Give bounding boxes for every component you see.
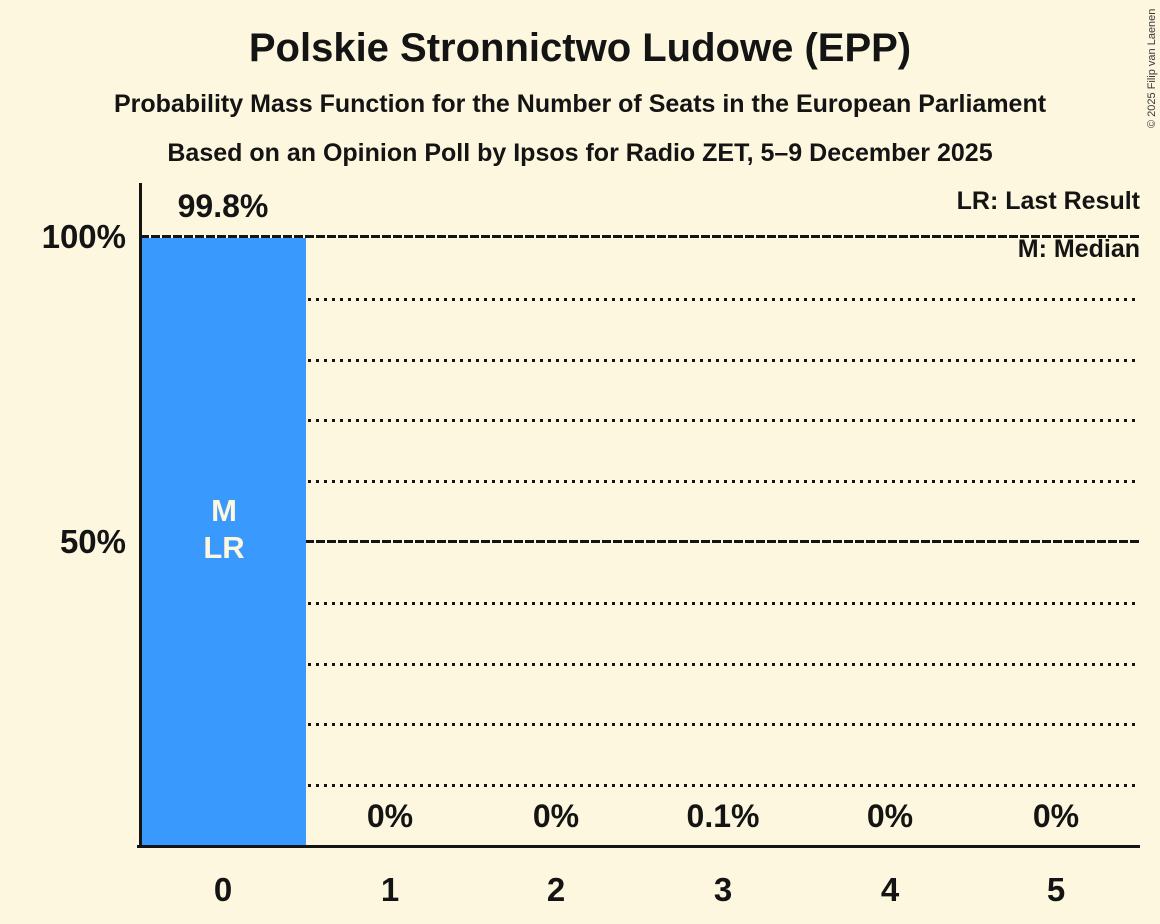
copyright-notice: © 2025 Filip van Laenen [1146, 8, 1158, 128]
x-tick-5: 5 [1046, 871, 1066, 908]
gridline-dotted-40 [140, 602, 1140, 605]
x-tick-2: 2 [546, 871, 566, 908]
x-tick-4: 4 [880, 871, 900, 908]
chart-subtitle: Probability Mass Function for the Number… [113, 90, 1047, 118]
bar-seat-0 [142, 238, 306, 845]
gridline-50 [140, 540, 1140, 543]
legend-last-result: LR: Last Result [956, 187, 1140, 215]
gridline-100 [140, 235, 1140, 238]
x-tick-1: 1 [380, 871, 400, 908]
chart-source-line: Based on an Opinion Poll by Ipsos for Ra… [167, 139, 993, 167]
bar-annotation-last-result: LR [203, 530, 245, 565]
chart-title: Polskie Stronnictwo Ludowe (EPP) [248, 26, 912, 70]
legend-median: M: Median [1017, 235, 1140, 263]
gridline-dotted-70 [140, 419, 1140, 422]
bar-annotations: M LR [140, 492, 308, 566]
gridline-dotted-60 [140, 480, 1140, 483]
gridline-dotted-20 [140, 723, 1140, 726]
value-label-seat-1: 0% [366, 798, 414, 834]
gridline-dotted-30 [140, 663, 1140, 666]
gridline-dotted-80 [140, 359, 1140, 362]
value-label-seat-2: 0% [532, 798, 580, 834]
plot-area [140, 235, 1140, 845]
x-tick-0: 0 [213, 871, 233, 908]
value-label-seat-3: 0.1% [686, 798, 760, 834]
y-tick-100: 100% [41, 218, 126, 255]
value-label-seat-4: 0% [866, 798, 914, 834]
y-axis [139, 183, 142, 848]
bar-annotation-median: M [211, 493, 237, 528]
x-axis [137, 845, 1140, 848]
gridline-dotted-10 [140, 784, 1140, 787]
gridline-dotted-90 [140, 298, 1140, 301]
value-label-seat-0: 99.8% [177, 188, 269, 224]
value-label-seat-5: 0% [1032, 798, 1080, 834]
x-tick-3: 3 [713, 871, 733, 908]
y-tick-50: 50% [59, 523, 126, 560]
